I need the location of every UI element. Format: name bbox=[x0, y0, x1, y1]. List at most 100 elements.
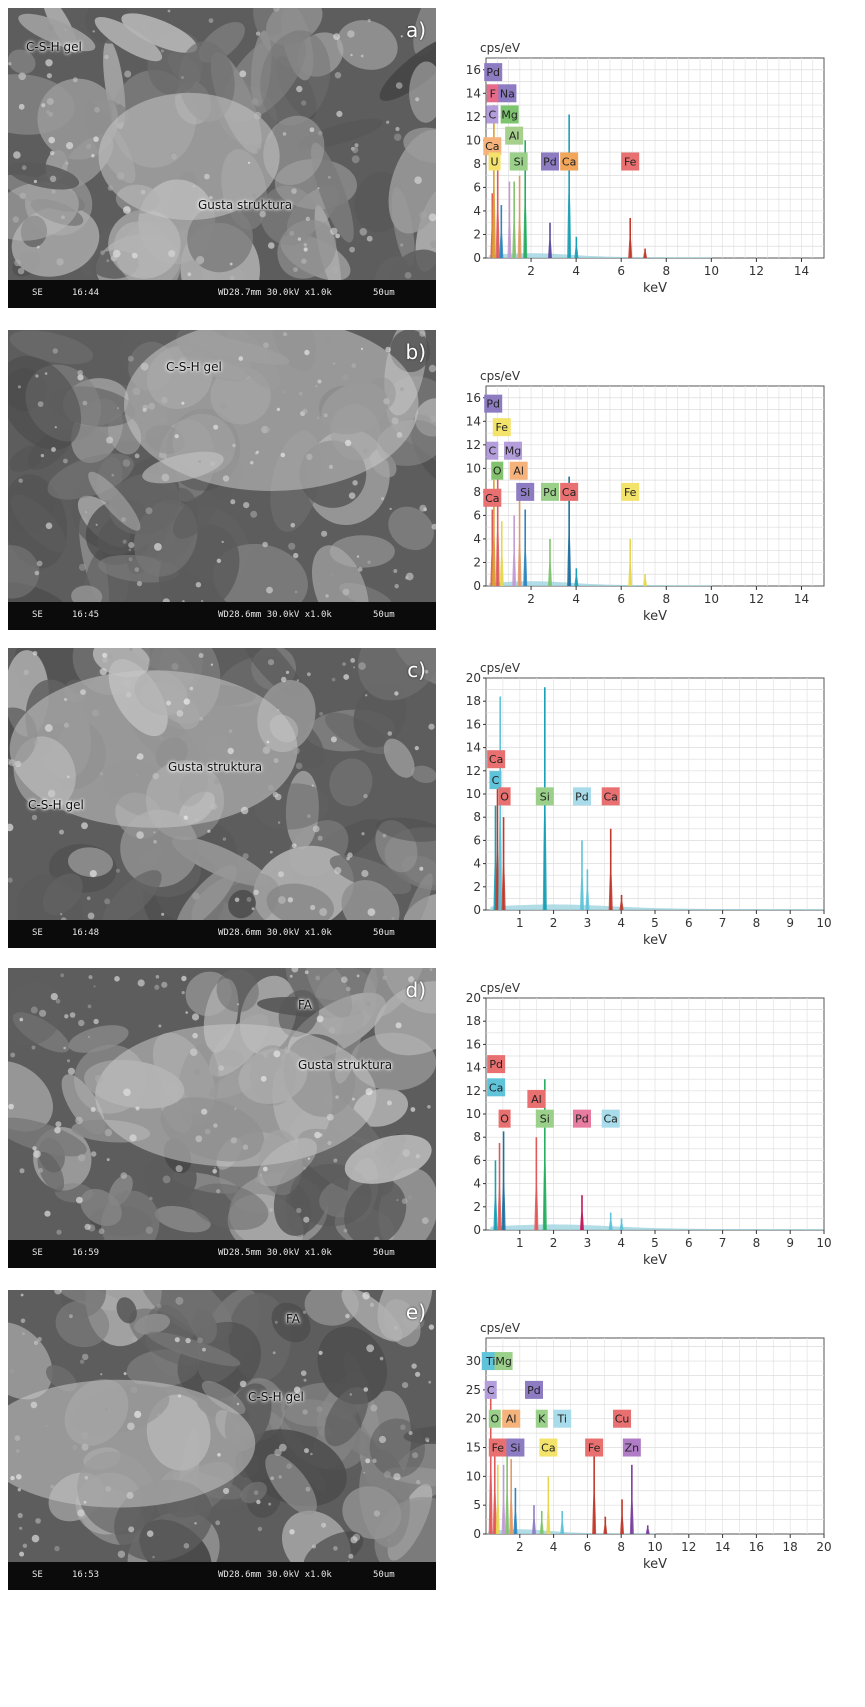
x-tick-label: 4 bbox=[617, 916, 625, 930]
y-tick-label: 16 bbox=[466, 391, 481, 405]
sem-speck bbox=[352, 480, 358, 486]
sem-speck bbox=[10, 1475, 15, 1481]
sem-speck bbox=[288, 542, 296, 550]
sem-speck bbox=[431, 523, 436, 530]
sem-speck bbox=[319, 1133, 323, 1137]
sem-speck bbox=[259, 210, 266, 218]
eds-spectrum: 0 2 4 6 8 10 12 14 16 2 4 6 8 10 12 14 cps/eV keV Pd F Na C Mg… bbox=[466, 41, 825, 296]
sem-speck bbox=[51, 189, 56, 194]
micrograph-annotation: C-S-H gel bbox=[166, 360, 222, 374]
sem-speck bbox=[425, 1437, 430, 1442]
sem-speck bbox=[176, 710, 184, 717]
sem-particle bbox=[108, 473, 182, 535]
sem-speck bbox=[415, 97, 420, 102]
sem-speck bbox=[155, 975, 160, 979]
sem-info-bar: SE 16:48 WD28.6mm 30.0kV x1.0k 50um bbox=[8, 920, 436, 948]
sem-params: WD28.6mm 30.0kV x1.0k bbox=[218, 928, 332, 938]
y-tick-label: 14 bbox=[466, 741, 481, 755]
x-tick-label: 10 bbox=[816, 1236, 831, 1250]
sem-particle bbox=[176, 864, 237, 920]
sem-speck bbox=[263, 342, 269, 349]
sem-speck bbox=[16, 1474, 22, 1480]
sem-speck bbox=[255, 31, 261, 36]
x-tick-label: 10 bbox=[647, 1540, 662, 1554]
x-tick-label: 14 bbox=[794, 592, 809, 606]
y-axis-label: cps/eV bbox=[480, 369, 521, 383]
element-tag-label: Pd bbox=[543, 156, 557, 169]
sem-mode: SE bbox=[32, 928, 43, 938]
sem-speck bbox=[91, 1151, 97, 1157]
element-tag-label: C bbox=[487, 1384, 495, 1397]
sem-speck bbox=[115, 868, 120, 873]
sem-speck bbox=[315, 975, 321, 981]
sem-speck bbox=[182, 600, 185, 602]
sem-speck bbox=[198, 653, 204, 658]
x-tick-label: 2 bbox=[527, 264, 535, 278]
sem-speck bbox=[306, 453, 313, 460]
sem-speck bbox=[128, 548, 132, 552]
sem-speck bbox=[149, 1196, 153, 1201]
sem-speck bbox=[414, 176, 422, 184]
micrograph-annotation: FA bbox=[286, 1312, 301, 1326]
sem-speck bbox=[399, 1135, 407, 1143]
sem-particle bbox=[329, 535, 395, 568]
element-tag-box bbox=[486, 84, 499, 103]
sem-speck bbox=[212, 1169, 217, 1174]
sem-speck bbox=[295, 762, 303, 770]
sem-particle bbox=[260, 30, 331, 126]
sem-speck bbox=[430, 415, 436, 423]
sem-speck bbox=[319, 908, 328, 916]
y-tick-label: 25 bbox=[466, 1383, 481, 1397]
element-tag-label: Ca bbox=[562, 486, 576, 499]
sem-speck bbox=[91, 709, 100, 717]
element-tag-label: Pd bbox=[575, 790, 589, 803]
y-tick-label: 10 bbox=[466, 461, 481, 475]
sem-main-grain bbox=[124, 330, 419, 491]
sem-speck bbox=[122, 539, 127, 544]
sem-speck bbox=[106, 1158, 110, 1162]
x-tick-label: 12 bbox=[681, 1540, 696, 1554]
element-tag-box bbox=[498, 787, 511, 806]
sem-speck bbox=[395, 1022, 402, 1029]
sem-particle bbox=[388, 506, 434, 551]
sem-particle bbox=[329, 855, 412, 895]
sem-speck bbox=[327, 1140, 332, 1146]
sem-speck bbox=[189, 686, 194, 691]
sem-particle bbox=[222, 31, 306, 122]
x-axis-label: keV bbox=[643, 281, 667, 296]
sem-speck bbox=[194, 1522, 197, 1525]
sem-speck bbox=[199, 716, 204, 721]
sem-speck bbox=[263, 1052, 268, 1058]
sem-particle bbox=[390, 330, 431, 373]
sem-speck bbox=[347, 30, 355, 38]
sem-speck bbox=[33, 179, 37, 184]
sem-speck bbox=[31, 1534, 40, 1543]
sem-speck bbox=[330, 736, 337, 743]
element-tag-box bbox=[492, 418, 511, 437]
sem-texture bbox=[8, 648, 436, 920]
sem-speck bbox=[60, 917, 67, 920]
sem-speck bbox=[341, 976, 348, 983]
sem-speck bbox=[137, 753, 144, 760]
sem-particle bbox=[61, 1074, 106, 1135]
sem-speck bbox=[64, 722, 69, 728]
sem-scale: 50um bbox=[373, 288, 395, 298]
y-tick-label: 5 bbox=[473, 1498, 481, 1512]
sem-speck bbox=[55, 998, 61, 1004]
element-tag-box bbox=[488, 1409, 501, 1428]
sem-speck bbox=[257, 1526, 263, 1532]
y-tick-label: 8 bbox=[473, 1130, 481, 1144]
sem-speck bbox=[291, 843, 297, 849]
sem-mode: SE bbox=[32, 610, 43, 620]
sem-speck bbox=[316, 1015, 324, 1023]
sem-params: WD28.5mm 30.0kV x1.0k bbox=[218, 1248, 332, 1258]
sem-speck bbox=[76, 1196, 83, 1204]
x-tick-label: 1 bbox=[516, 916, 524, 930]
sem-particle bbox=[285, 770, 319, 850]
sem-speck bbox=[84, 1223, 91, 1230]
sem-particle bbox=[278, 990, 320, 1037]
sem-speck bbox=[293, 552, 299, 559]
y-tick-label: 20 bbox=[466, 671, 481, 685]
sem-speck bbox=[276, 407, 281, 412]
